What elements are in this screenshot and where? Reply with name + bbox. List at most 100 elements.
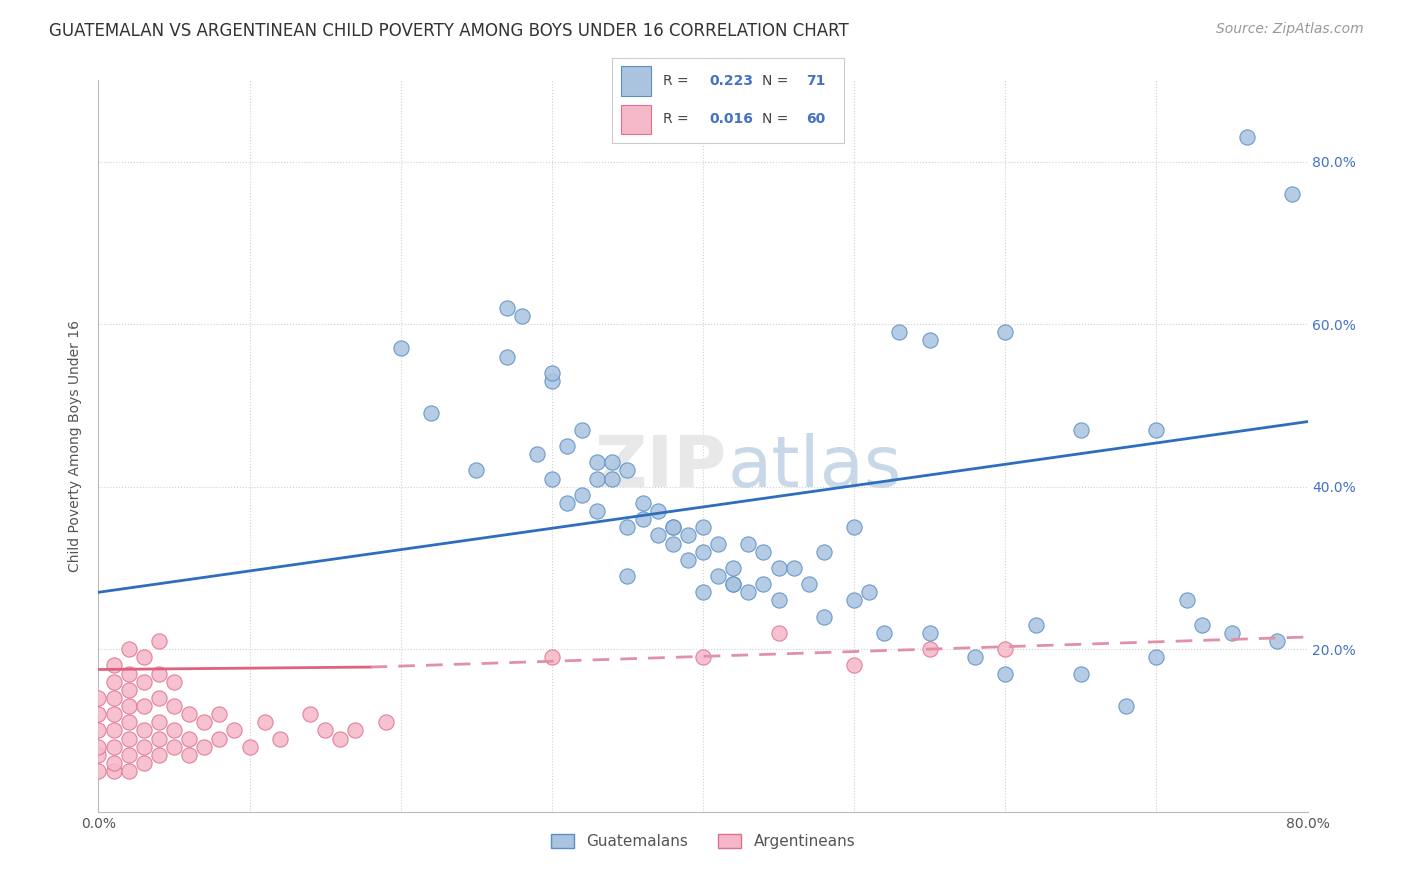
Point (661, 520, 683, 534)
Point (1175, 593, 1198, 607)
Point (586, 455, 609, 469)
Point (1070, 423, 1092, 437)
Point (163, 739, 186, 754)
Point (1024, 617, 1046, 632)
Point (420, 407, 443, 421)
Point (314, 723, 336, 738)
Point (1115, 699, 1137, 714)
Point (768, 561, 790, 575)
Point (783, 561, 806, 575)
Point (918, 642, 941, 657)
Text: ZIP: ZIP (595, 434, 727, 502)
Point (465, 463, 488, 477)
Point (858, 585, 880, 599)
Point (918, 334, 941, 348)
Point (103, 707, 125, 722)
Point (344, 723, 367, 738)
Point (224, 723, 246, 738)
Point (148, 634, 170, 648)
Point (148, 731, 170, 746)
Text: Source: ZipAtlas.com: Source: ZipAtlas.com (1216, 22, 1364, 37)
Point (1070, 666, 1092, 681)
Point (374, 715, 396, 730)
Point (118, 666, 141, 681)
Point (148, 690, 170, 705)
Point (994, 666, 1017, 681)
Point (994, 642, 1017, 657)
Point (616, 520, 638, 534)
Point (1144, 650, 1167, 665)
Text: R =: R = (662, 74, 693, 87)
Point (540, 374, 562, 388)
Point (148, 666, 170, 681)
Point (87, 707, 110, 722)
Point (602, 471, 624, 485)
Legend: Guatemalans, Argentineans: Guatemalans, Argentineans (544, 828, 862, 855)
Point (965, 650, 987, 665)
Point (918, 626, 941, 640)
Point (132, 650, 155, 665)
Point (768, 593, 790, 607)
Point (571, 423, 593, 437)
Point (844, 658, 866, 673)
Point (723, 577, 745, 591)
Point (994, 325, 1017, 339)
Point (87, 723, 110, 738)
Point (1191, 617, 1213, 632)
Point (737, 536, 759, 550)
Point (103, 674, 125, 689)
Point (103, 756, 125, 770)
Point (844, 593, 866, 607)
Point (87, 739, 110, 754)
Point (329, 731, 352, 746)
Point (132, 723, 155, 738)
Point (723, 577, 745, 591)
Point (148, 747, 170, 762)
Point (179, 707, 201, 722)
Point (1144, 423, 1167, 437)
Point (752, 544, 775, 558)
Point (844, 520, 866, 534)
Point (797, 577, 820, 591)
Point (692, 520, 714, 534)
Point (103, 723, 125, 738)
Point (118, 699, 141, 714)
Point (239, 739, 262, 754)
Point (510, 309, 533, 323)
Point (103, 658, 125, 673)
Point (87, 764, 110, 778)
Point (647, 528, 669, 542)
Point (661, 520, 683, 534)
Point (118, 682, 141, 697)
Point (148, 715, 170, 730)
Point (495, 350, 517, 364)
Point (586, 471, 609, 485)
Point (661, 536, 683, 550)
Point (586, 504, 609, 518)
Point (103, 764, 125, 778)
Point (1220, 626, 1243, 640)
Point (737, 585, 759, 599)
Point (707, 536, 730, 550)
Text: 0.016: 0.016 (709, 112, 754, 126)
Point (179, 731, 201, 746)
Point (526, 447, 548, 461)
Point (208, 731, 231, 746)
Point (692, 585, 714, 599)
Point (631, 496, 654, 510)
Point (103, 690, 125, 705)
Point (132, 674, 155, 689)
Text: atlas: atlas (727, 434, 901, 502)
Point (193, 739, 215, 754)
Point (87, 690, 110, 705)
Point (118, 642, 141, 657)
Point (873, 626, 896, 640)
Text: 0.223: 0.223 (709, 74, 754, 87)
Point (163, 699, 186, 714)
Point (1267, 634, 1289, 648)
Y-axis label: Child Poverty Among Boys Under 16: Child Poverty Among Boys Under 16 (69, 320, 83, 572)
Point (299, 707, 322, 722)
Point (132, 699, 155, 714)
Point (87, 747, 110, 762)
Point (555, 439, 578, 453)
